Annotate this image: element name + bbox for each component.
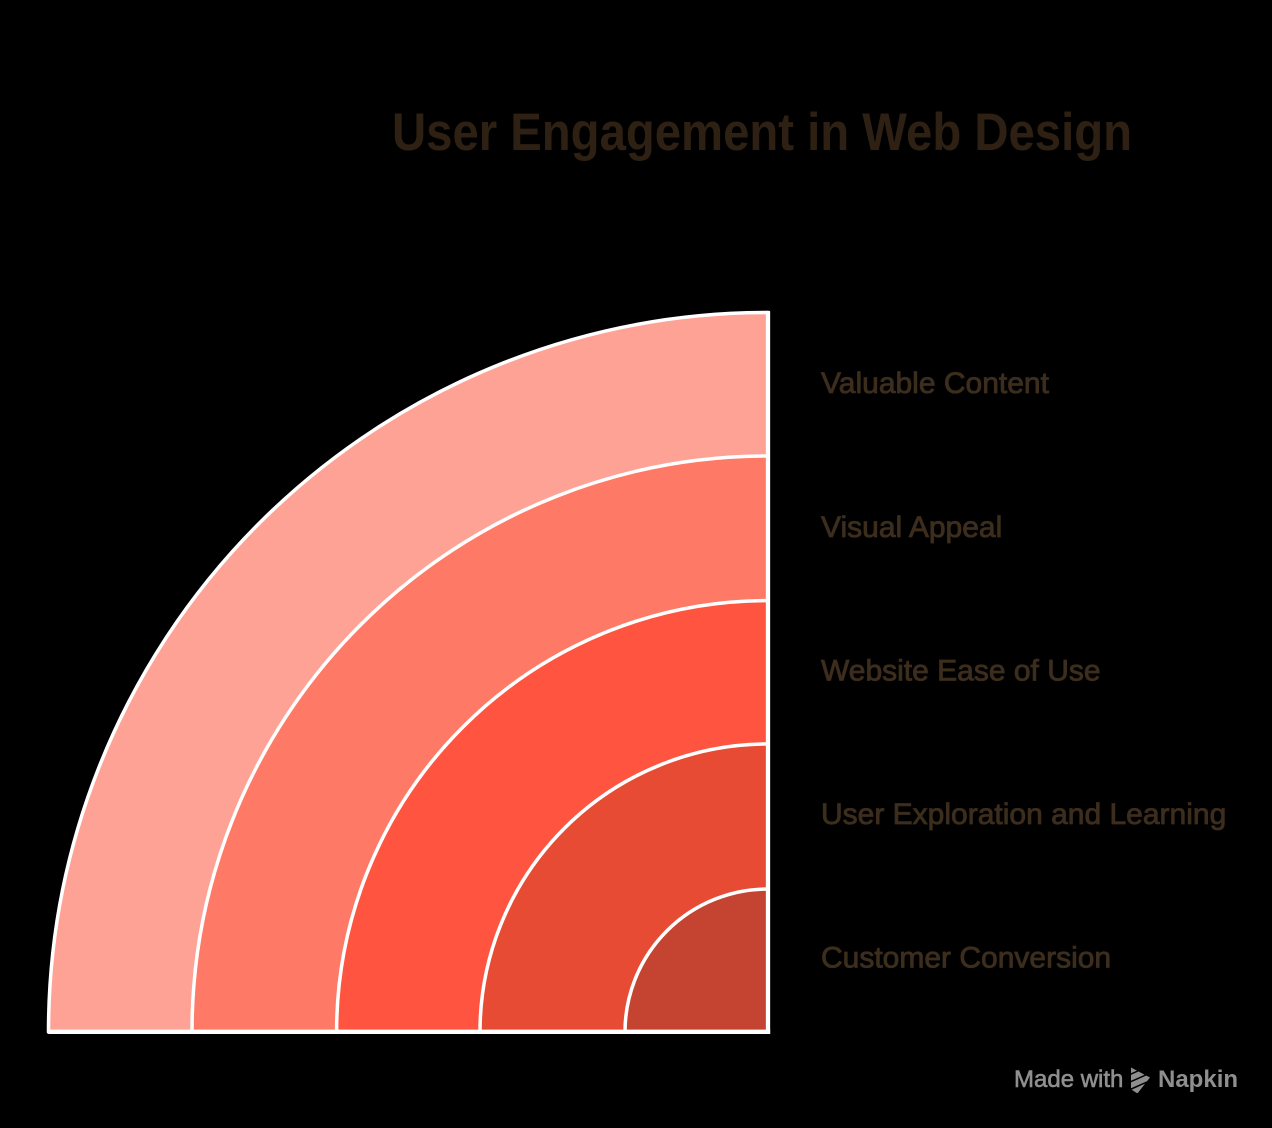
svg-text:Napkin: Napkin: [1158, 1066, 1238, 1093]
svg-text:User Engagement in Web Design: User Engagement in Web Design: [392, 103, 1132, 162]
svg-text:Customer Conversion: Customer Conversion: [821, 942, 1111, 975]
svg-text:Valuable Content: Valuable Content: [821, 367, 1050, 400]
svg-text:Website Ease of Use: Website Ease of Use: [821, 654, 1101, 687]
svg-text:Made with: Made with: [1014, 1066, 1123, 1093]
svg-text:Visual Appeal: Visual Appeal: [821, 511, 1002, 544]
svg-text:User Exploration and Learning: User Exploration and Learning: [821, 798, 1226, 831]
